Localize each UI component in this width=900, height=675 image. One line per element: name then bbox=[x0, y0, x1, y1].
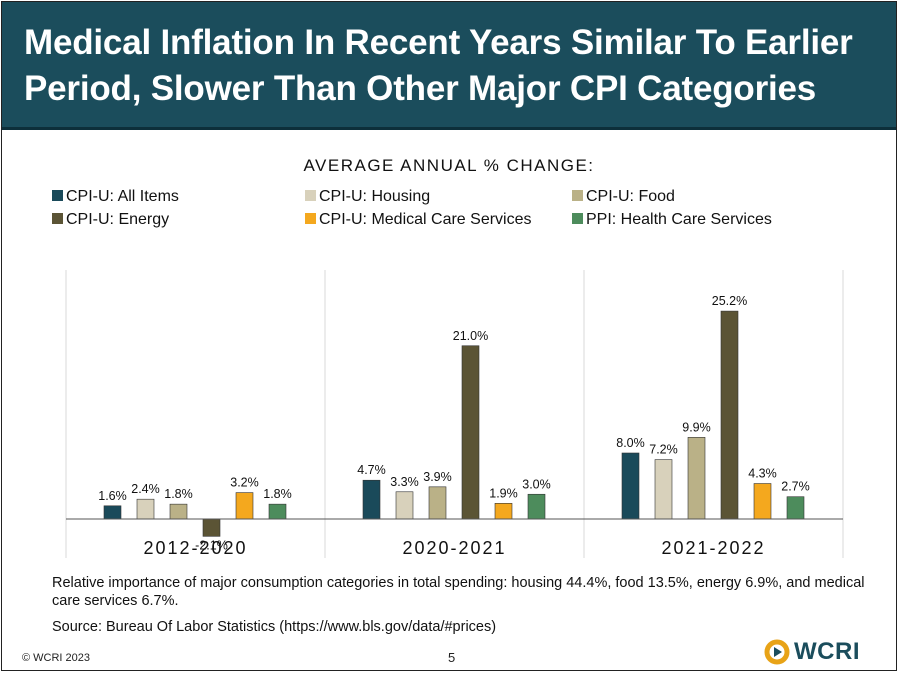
legend-swatch-ppi-health-care-services bbox=[572, 213, 583, 224]
data-label-cpi-u-food-2020-2021: 3.9% bbox=[423, 470, 452, 484]
legend-swatch-cpi-u-energy bbox=[52, 213, 63, 224]
bar-cpi-u-medical-care-services-2021-2022 bbox=[753, 483, 772, 520]
bar-cpi-u-all-items-2021-2022 bbox=[621, 452, 640, 520]
bar-cpi-u-energy-2012-2020 bbox=[202, 518, 221, 537]
bar-cpi-u-medical-care-services-2012-2020 bbox=[235, 492, 254, 520]
data-label-cpi-u-housing-2012-2020: 2.4% bbox=[131, 482, 160, 496]
category-label-2020-2021: 2020-2021 bbox=[402, 538, 506, 558]
legend-label-cpi-u-food: CPI-U: Food bbox=[586, 188, 675, 205]
legend-swatch-cpi-u-food bbox=[572, 190, 583, 201]
slide-title: Medical Inflation In Recent Years Simila… bbox=[24, 20, 884, 112]
legend-label-cpi-u-housing: CPI-U: Housing bbox=[319, 188, 430, 205]
legend-swatch-cpi-u-housing bbox=[305, 190, 316, 201]
title-line-2: Period, Slower Than Other Major CPI Cate… bbox=[24, 69, 817, 108]
bar-ppi-health-care-services-2012-2020 bbox=[268, 503, 287, 520]
footnote: Relative importance of major consumption… bbox=[52, 575, 865, 609]
data-label-cpi-u-energy-2020-2021: 21.0% bbox=[453, 329, 488, 343]
logo-text: WCRI bbox=[794, 638, 860, 665]
data-label-cpi-u-food-2012-2020: 1.8% bbox=[164, 487, 193, 501]
bar-cpi-u-energy-2020-2021 bbox=[461, 345, 480, 520]
data-label-cpi-u-medical-care-services-2021-2022: 4.3% bbox=[748, 467, 777, 481]
category-label-2012-2020: 2012-2020 bbox=[143, 538, 247, 558]
data-label-ppi-health-care-services-2012-2020: 1.8% bbox=[263, 487, 292, 501]
data-label-cpi-u-housing-2020-2021: 3.3% bbox=[390, 475, 419, 489]
page-number: 5 bbox=[448, 650, 456, 665]
legend-label-cpi-u-medical-care-services: CPI-U: Medical Care Services bbox=[319, 211, 532, 228]
bar-cpi-u-food-2012-2020 bbox=[169, 503, 188, 520]
data-label-cpi-u-energy-2012-2020: -2.1% bbox=[195, 538, 228, 552]
data-label-ppi-health-care-services-2020-2021: 3.0% bbox=[522, 477, 551, 491]
data-label-cpi-u-food-2021-2022: 9.9% bbox=[682, 420, 711, 434]
data-label-cpi-u-all-items-2021-2022: 8.0% bbox=[616, 436, 645, 450]
data-label-cpi-u-all-items-2020-2021: 4.7% bbox=[357, 463, 386, 477]
bar-cpi-u-food-2021-2022 bbox=[687, 437, 706, 520]
bar-cpi-u-medical-care-services-2020-2021 bbox=[494, 503, 513, 520]
bar-cpi-u-food-2020-2021 bbox=[428, 486, 447, 520]
bar-cpi-u-energy-2021-2022 bbox=[720, 310, 739, 520]
wcri-logo-icon bbox=[764, 639, 790, 665]
legend-swatch-cpi-u-medical-care-services bbox=[305, 213, 316, 224]
legend-label-cpi-u-energy: CPI-U: Energy bbox=[66, 211, 169, 228]
bar-cpi-u-housing-2020-2021 bbox=[395, 491, 414, 520]
data-label-cpi-u-medical-care-services-2020-2021: 1.9% bbox=[489, 486, 518, 500]
source-note: Source: Bureau Of Labor Statistics (http… bbox=[52, 619, 497, 635]
bar-ppi-health-care-services-2021-2022 bbox=[786, 496, 805, 520]
title-line-1: Medical Inflation In Recent Years Simila… bbox=[24, 23, 853, 62]
legend-label-cpi-u-all-items: CPI-U: All Items bbox=[66, 188, 179, 205]
bar-cpi-u-all-items-2020-2021 bbox=[362, 479, 381, 520]
chart-title: AVERAGE ANNUAL % CHANGE: bbox=[303, 156, 594, 175]
bar-chart: AVERAGE ANNUAL % CHANGE: CPI-U: All Items… bbox=[52, 156, 844, 558]
data-label-cpi-u-energy-2021-2022: 25.2% bbox=[712, 294, 747, 308]
bar-cpi-u-all-items-2012-2020 bbox=[103, 505, 122, 520]
bar-cpi-u-housing-2021-2022 bbox=[654, 459, 673, 520]
copyright: © WCRI 2023 bbox=[22, 652, 91, 664]
data-label-cpi-u-all-items-2012-2020: 1.6% bbox=[98, 489, 127, 503]
legend-label-ppi-health-care-services: PPI: Health Care Services bbox=[586, 211, 772, 228]
bar-cpi-u-housing-2012-2020 bbox=[136, 498, 155, 520]
bar-ppi-health-care-services-2020-2021 bbox=[527, 493, 546, 520]
wcri-logo: WCRI bbox=[764, 638, 860, 666]
data-label-cpi-u-medical-care-services-2012-2020: 3.2% bbox=[230, 476, 259, 490]
data-label-cpi-u-housing-2021-2022: 7.2% bbox=[649, 443, 678, 457]
title-banner: Medical Inflation In Recent Years Simila… bbox=[2, 2, 896, 130]
category-label-2021-2022: 2021-2022 bbox=[661, 538, 765, 558]
data-label-ppi-health-care-services-2021-2022: 2.7% bbox=[781, 480, 810, 494]
legend-swatch-cpi-u-all-items bbox=[52, 190, 63, 201]
